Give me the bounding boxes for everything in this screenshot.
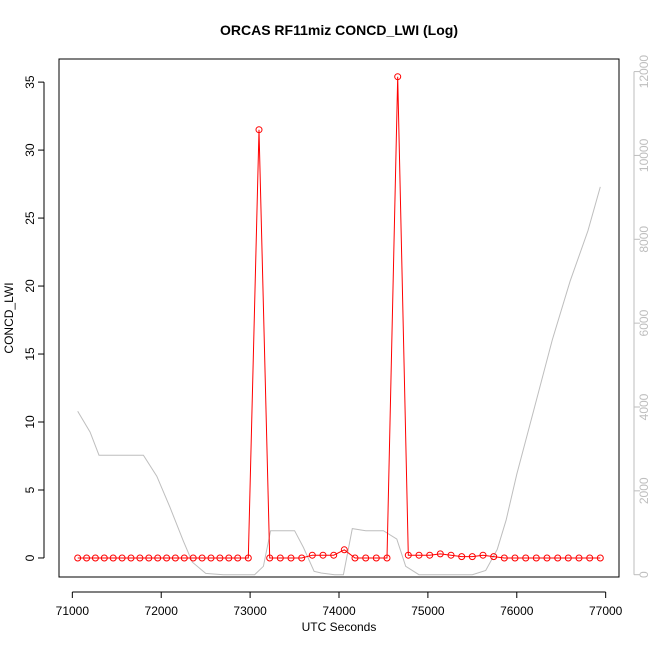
y-tick-label: 10: [23, 415, 37, 429]
x-tick-label: 71000: [56, 604, 90, 618]
data-point: [127, 554, 135, 562]
x-tick-label: 77000: [589, 604, 623, 618]
data-point: [415, 551, 423, 559]
x-tick-label: 76000: [500, 604, 534, 618]
y2-tick-label: 4000: [637, 393, 650, 420]
y-tick-label: 35: [23, 75, 37, 89]
data-point: [74, 554, 82, 562]
data-point: [189, 554, 197, 562]
data-point: [436, 550, 444, 558]
y2-tick-label: 6000: [637, 309, 650, 336]
data-point: [225, 554, 233, 562]
data-point: [244, 554, 252, 562]
data-point: [163, 554, 171, 562]
data-point: [340, 546, 348, 554]
y-tick-label: 15: [23, 347, 37, 361]
y2-tick-label: 0: [637, 571, 650, 578]
data-point: [330, 551, 338, 559]
data-point: [554, 554, 562, 562]
x-tick-label: 75000: [411, 604, 445, 618]
data-point: [404, 551, 412, 559]
data-point: [596, 554, 604, 562]
data-point: [468, 553, 476, 561]
data-point: [83, 554, 91, 562]
data-point: [216, 554, 224, 562]
data-point: [308, 551, 316, 559]
data-point: [426, 551, 434, 559]
data-point: [287, 554, 295, 562]
data-point: [154, 554, 162, 562]
y2-tick-label: 2000: [637, 477, 650, 504]
left-series-layer: [74, 73, 604, 562]
data-point: [532, 554, 540, 562]
data-point: [586, 554, 594, 562]
data-point: [276, 554, 284, 562]
data-point: [543, 554, 551, 562]
chart-title: ORCAS RF11miz CONCD_LWI (Log): [220, 22, 458, 38]
y-tick-label: 5: [23, 486, 37, 493]
data-point: [109, 554, 117, 562]
y2-tick-label: 10000: [637, 138, 650, 172]
data-point: [447, 551, 455, 559]
data-point: [255, 126, 263, 134]
data-point: [207, 554, 215, 562]
data-point: [511, 554, 519, 562]
y-axis-label: CONCD_LWI: [2, 282, 16, 353]
x-tick-label: 72000: [145, 604, 179, 618]
y-tick-label: 30: [23, 143, 37, 157]
data-point: [145, 554, 153, 562]
y-axis: 0 5 10 15 20 25 30 35: [23, 75, 45, 561]
data-point: [351, 554, 359, 562]
y2-tick-label: 12000: [637, 55, 650, 89]
data-point: [198, 554, 206, 562]
x-tick-label: 74000: [322, 604, 356, 618]
y2-axis: 0 2000 4000 6000 8000 10000 12000: [633, 55, 650, 578]
data-point: [564, 554, 572, 562]
y-tick-label: 20: [23, 279, 37, 293]
data-point: [575, 554, 583, 562]
data-point: [136, 554, 144, 562]
y2-tick-label: 8000: [637, 226, 650, 253]
data-point: [479, 551, 487, 559]
y-tick-label: 25: [23, 211, 37, 225]
data-point: [91, 554, 99, 562]
data-point: [180, 554, 188, 562]
right-series-layer: [77, 186, 601, 576]
data-point: [458, 553, 466, 561]
data-point: [383, 554, 391, 562]
x-tick-label: 73000: [233, 604, 267, 618]
data-point: [490, 553, 498, 561]
data-point: [500, 554, 508, 562]
data-point: [362, 554, 370, 562]
data-point: [319, 551, 327, 559]
x-axis-label: UTC Seconds: [302, 620, 377, 634]
x-axis: 71000 72000 73000 74000 75000 76000 77000: [56, 591, 623, 618]
plot-frame: [58, 58, 620, 578]
data-point: [266, 554, 274, 562]
data-point: [100, 554, 108, 562]
data-point: [522, 554, 530, 562]
data-point: [298, 554, 306, 562]
data-point: [171, 554, 179, 562]
data-point: [394, 73, 402, 81]
data-point: [372, 554, 380, 562]
data-point: [234, 554, 242, 562]
series-1-line: [77, 186, 601, 576]
data-point: [118, 554, 126, 562]
y-tick-label: 0: [23, 554, 37, 561]
